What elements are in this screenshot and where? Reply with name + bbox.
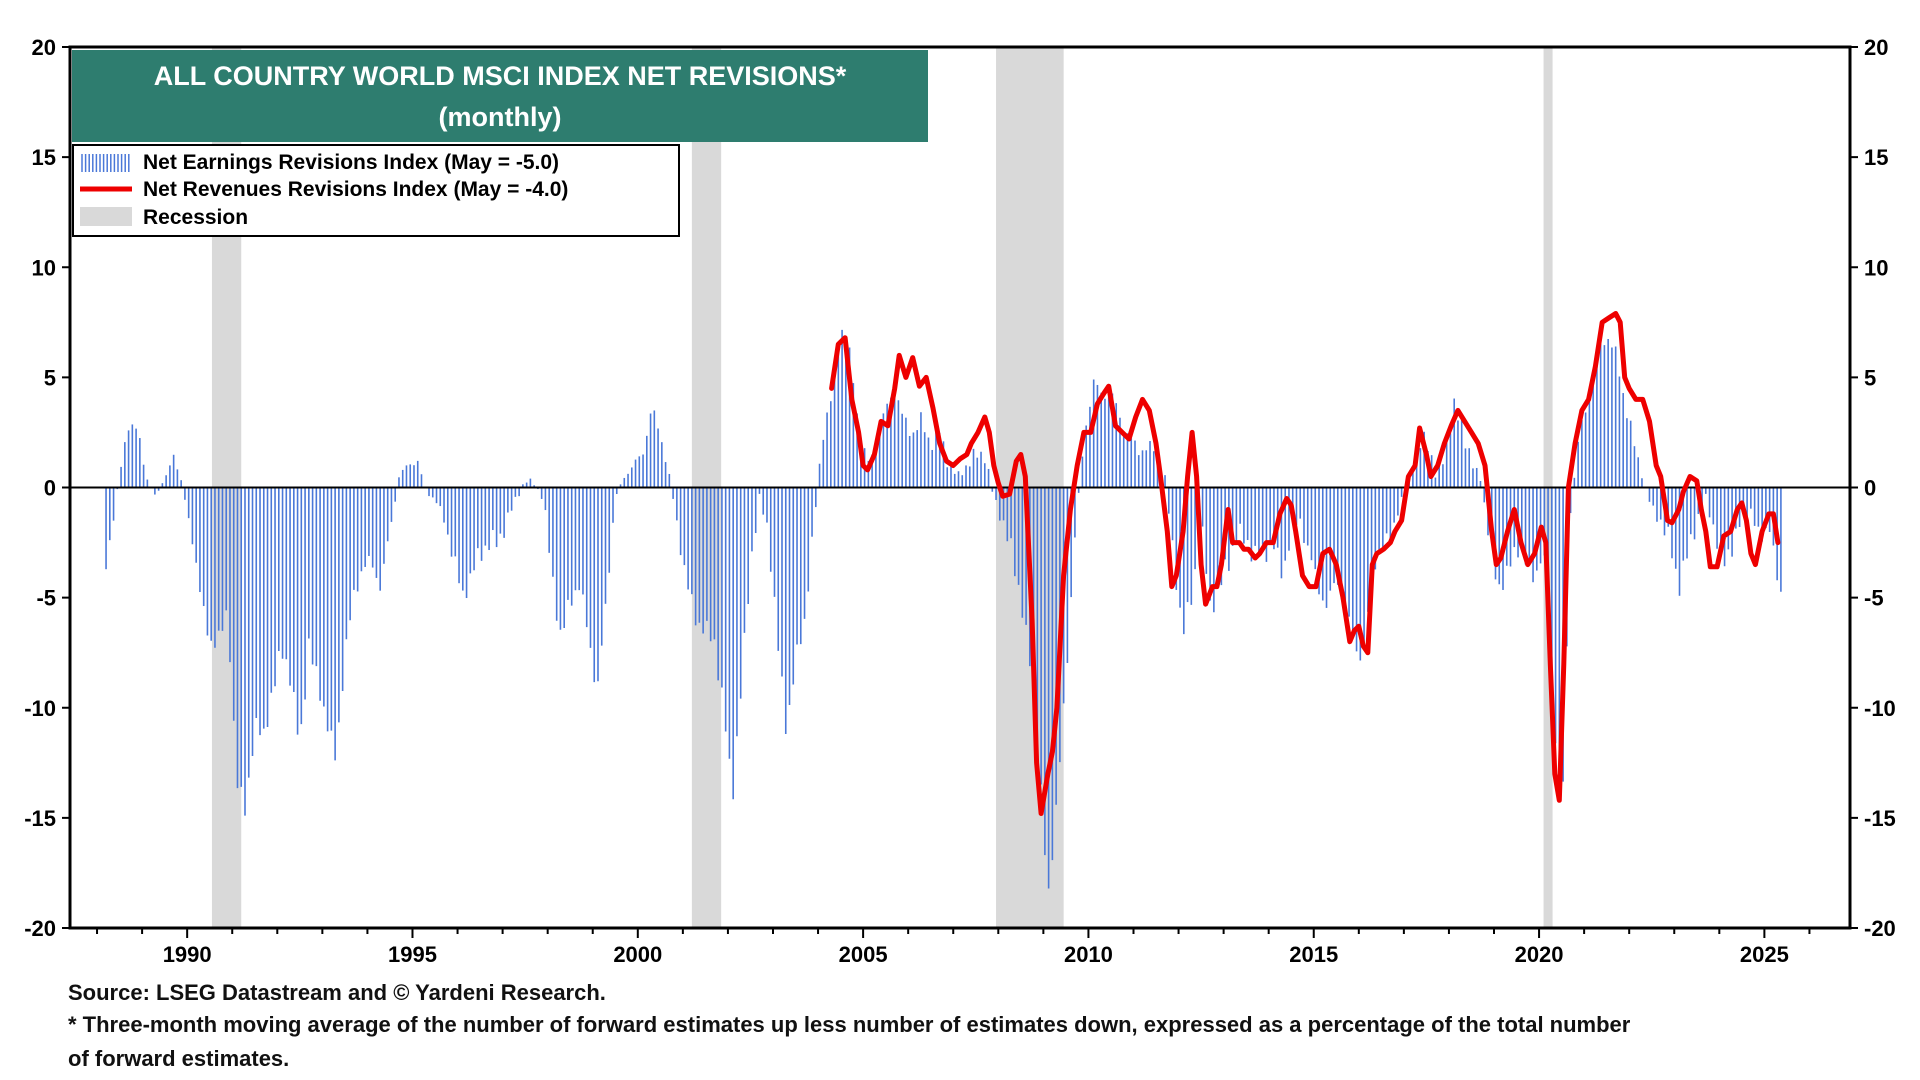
title-box (72, 50, 928, 142)
ytick-label-left: -5 (36, 586, 56, 611)
legend-earnings-label: Net Earnings Revisions Index (May = -5.0… (143, 151, 559, 174)
revenues-line (829, 311, 1781, 816)
earnings-bars (105, 329, 1782, 889)
ytick-label-right: -20 (1864, 916, 1896, 941)
ytick-label-right: 10 (1864, 255, 1888, 280)
ytick-label-left: 20 (32, 35, 56, 60)
ytick-label-right: 20 (1864, 35, 1888, 60)
source-note: Source: LSEG Datastream and © Yardeni Re… (68, 980, 606, 1005)
legend: Net Earnings Revisions Index (May = -5.0… (72, 144, 680, 237)
chart-title: ALL COUNTRY WORLD MSCI INDEX NET REVISIO… (154, 61, 847, 91)
xtick-label: 2000 (613, 942, 662, 967)
ytick-label-right: -15 (1864, 806, 1896, 831)
ytick-label-left: 10 (32, 255, 56, 280)
ytick-label-right: 15 (1864, 145, 1888, 170)
footnote-line-1: * Three-month moving average of the numb… (68, 1012, 1631, 1037)
legend-revenues-label: Net Revenues Revisions Index (May = -4.0… (143, 178, 568, 201)
ytick-label-left: -10 (24, 696, 56, 721)
ytick-label-right: -10 (1864, 696, 1896, 721)
ytick-label-left: -15 (24, 806, 56, 831)
xtick-label: 2015 (1289, 942, 1338, 967)
ytick-label-right: 0 (1864, 476, 1876, 501)
xtick-label: 2025 (1740, 942, 1789, 967)
plot-frame (68, 45, 1852, 930)
legend-recession-label: Recession (143, 206, 248, 229)
xtick-label: 2010 (1064, 942, 1113, 967)
legend-recession-swatch (80, 207, 132, 226)
xtick-label: 1990 (163, 942, 212, 967)
xtick-label: 2005 (839, 942, 888, 967)
ytick-label-left: 15 (32, 145, 56, 170)
xtick-label: 2020 (1515, 942, 1564, 967)
ytick-label-left: 0 (44, 476, 56, 501)
legend-earnings-swatch (81, 154, 130, 172)
ytick-label-left: 5 (44, 365, 56, 390)
chart-subtitle: (monthly) (439, 102, 562, 132)
xtick-label: 1995 (388, 942, 437, 967)
legend-box (72, 144, 680, 237)
ytick-label-left: -20 (24, 916, 56, 941)
footnote-line-2: of forward estimates. (68, 1046, 290, 1071)
ytick-label-right: -5 (1864, 586, 1884, 611)
ytick-label-right: 5 (1864, 365, 1876, 390)
